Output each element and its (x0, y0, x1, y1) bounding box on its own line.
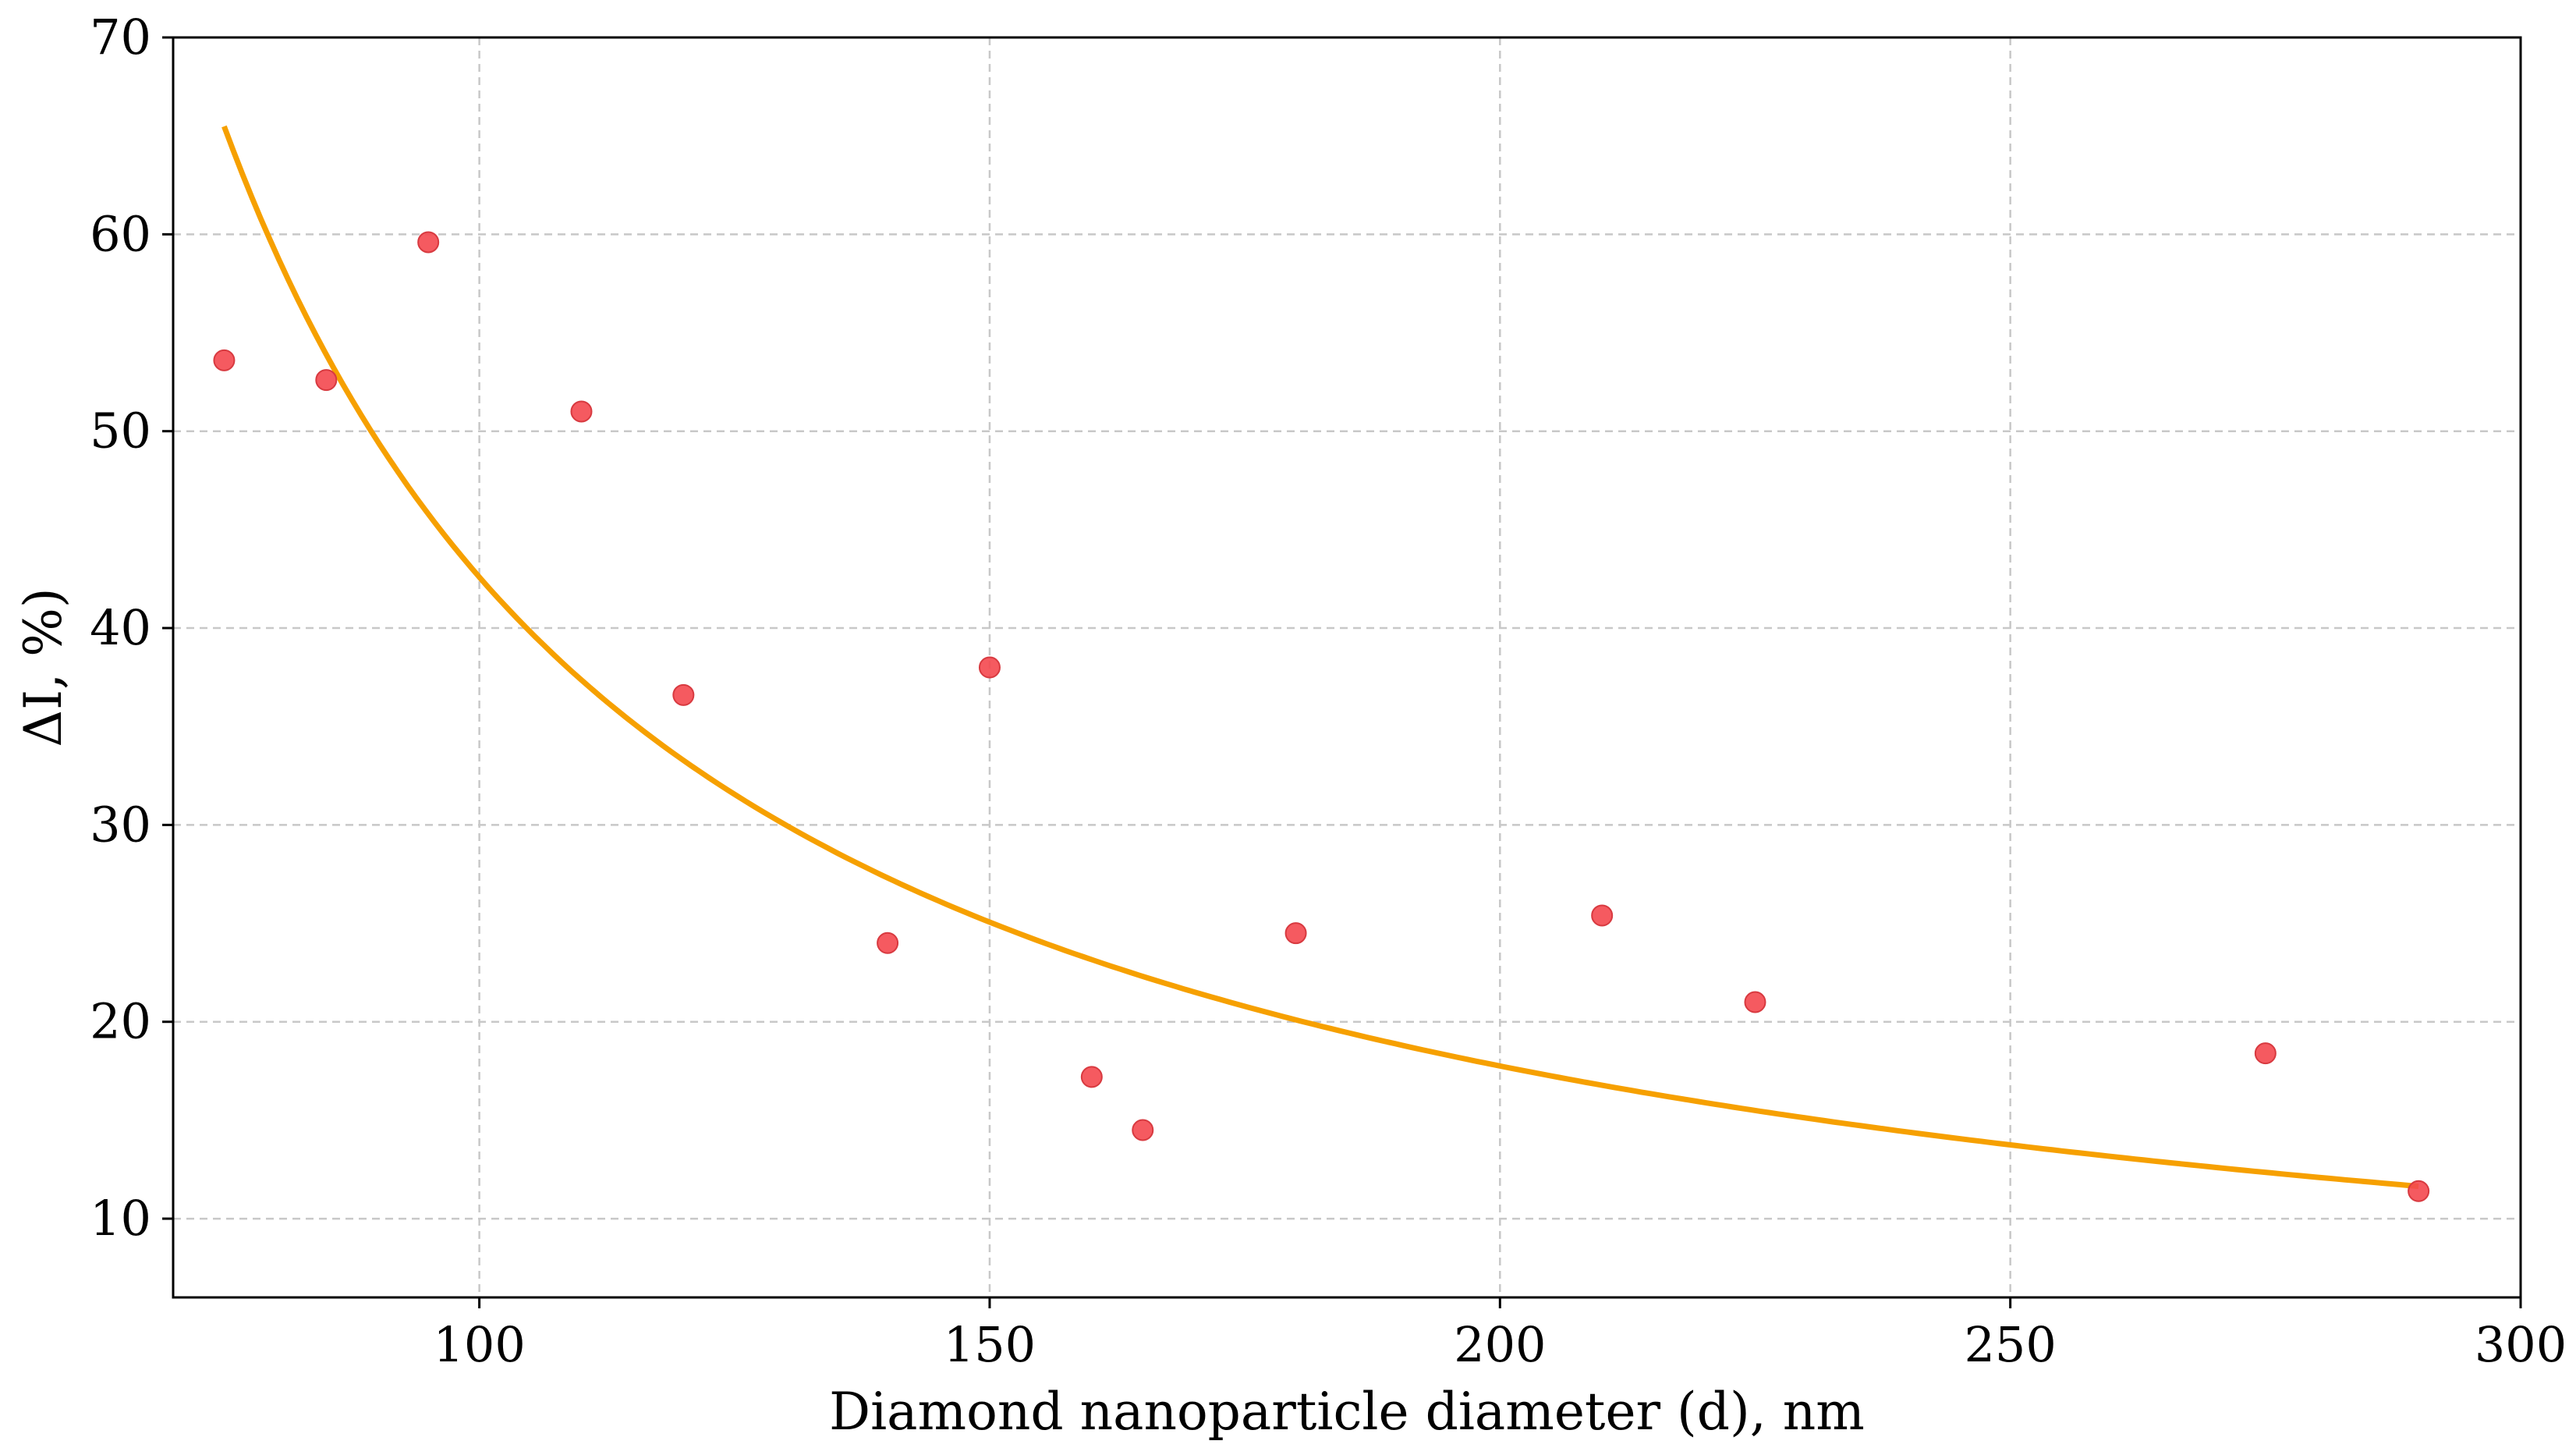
ticks-layer: 100 150 200 250 300 10 20 30 40 50 60 70 (90, 9, 2567, 1373)
fit-curve (221, 125, 2419, 1190)
grid-layer (173, 37, 2521, 1297)
data-point (877, 932, 899, 954)
data-point (1284, 922, 1307, 945)
x-tick-label: 300 (2475, 1316, 2567, 1373)
data-point (2254, 1042, 2277, 1065)
data-point (1591, 904, 1614, 927)
y-tick-label: 40 (90, 599, 151, 656)
data-point (1744, 991, 1766, 1013)
fit-curve-layer (221, 125, 2419, 1190)
data-point (1080, 1066, 1103, 1088)
y-tick-label: 10 (90, 1190, 151, 1247)
y-tick-label: 50 (90, 403, 151, 460)
y-tick-label: 60 (90, 205, 151, 262)
points-layer (213, 231, 2430, 1202)
y-tick-label: 70 (90, 9, 151, 66)
data-point (1132, 1119, 1154, 1141)
data-point (417, 231, 440, 254)
data-point (672, 683, 695, 706)
plot-frame (172, 36, 2522, 1299)
x-axis-title: Diamond nanoparticle diameter (d), nm (829, 1382, 1865, 1442)
data-point (213, 349, 236, 371)
y-tick-label: 20 (90, 993, 151, 1050)
data-point (978, 656, 1001, 679)
y-axis-title: ΔI, %) (13, 587, 73, 747)
data-point (570, 400, 593, 423)
data-point (2408, 1180, 2430, 1202)
data-point (315, 369, 338, 392)
x-tick-label: 150 (944, 1316, 1036, 1373)
x-tick-label: 250 (1964, 1316, 2056, 1373)
x-tick-label: 200 (1454, 1316, 1546, 1373)
x-tick-label: 100 (433, 1316, 525, 1373)
y-tick-label: 30 (90, 796, 151, 853)
